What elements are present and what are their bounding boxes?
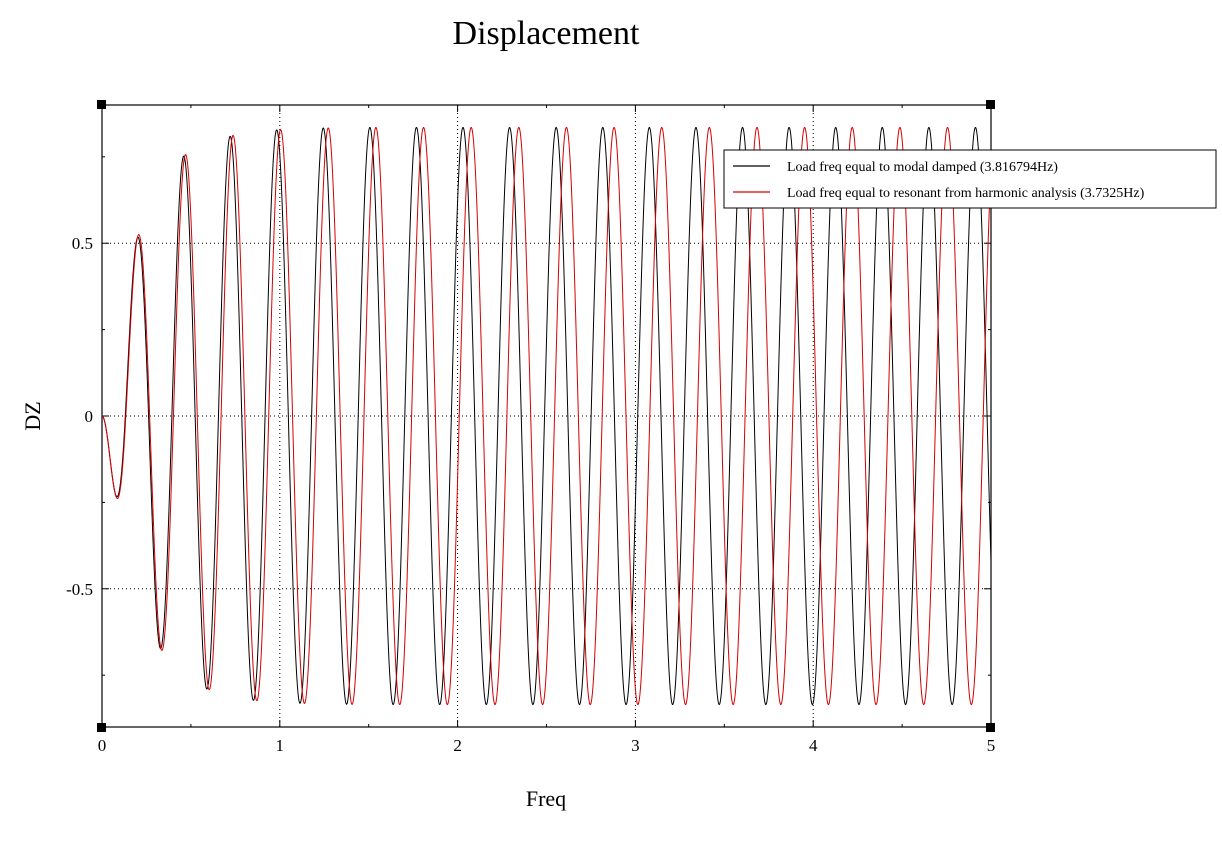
y-tick-label: -0.5 bbox=[66, 580, 93, 599]
corner-handle-bottom-left[interactable] bbox=[97, 723, 106, 732]
legend-label-harmonic-resonant: Load freq equal to resonant from harmoni… bbox=[787, 186, 1145, 201]
corner-handle-bottom-right[interactable] bbox=[986, 723, 995, 732]
x-tick-label: 4 bbox=[809, 736, 818, 755]
x-tick-label: 5 bbox=[987, 736, 996, 755]
corner-handle-top-right[interactable] bbox=[986, 100, 995, 109]
legend-box bbox=[723, 149, 1217, 209]
y-axis-label: DZ bbox=[20, 401, 45, 430]
series-harmonic-resonant-line bbox=[101, 126, 992, 706]
x-tick-label: 2 bbox=[453, 736, 462, 755]
series-lines bbox=[101, 126, 992, 706]
y-tick-label: 0 bbox=[85, 407, 94, 426]
axis-ticks: 0 1 2 3 4 5 0.5 0 -0.5 bbox=[66, 105, 995, 755]
x-tick-label: 0 bbox=[98, 736, 107, 755]
series-modal-damped-line bbox=[101, 126, 992, 706]
y-tick-label: 0.5 bbox=[72, 234, 93, 253]
corner-handles bbox=[97, 100, 995, 732]
legend-label-modal-damped: Load freq equal to modal damped (3.81679… bbox=[787, 160, 1058, 175]
x-tick-label: 3 bbox=[631, 736, 640, 755]
legend: Load freq equal to modal damped (3.81679… bbox=[723, 149, 1217, 209]
x-axis-label: Freq bbox=[526, 786, 566, 811]
corner-handle-top-left[interactable] bbox=[97, 100, 106, 109]
x-tick-label: 1 bbox=[276, 736, 285, 755]
chart-title: Displacement bbox=[453, 15, 640, 52]
